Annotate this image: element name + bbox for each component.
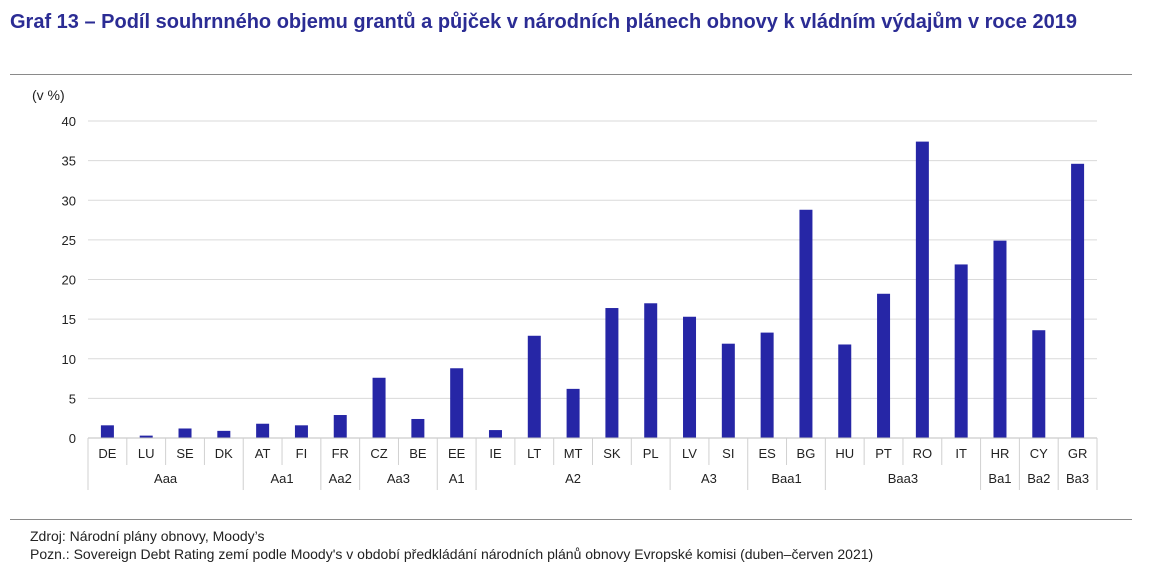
group-label: Aa2 — [329, 471, 352, 486]
x-tick-label: AT — [255, 446, 271, 461]
group-label: Ba3 — [1066, 471, 1089, 486]
y-tick-label: 35 — [62, 154, 76, 169]
y-tick-label: 30 — [62, 193, 76, 208]
group-label: Aa3 — [387, 471, 410, 486]
gridlines — [88, 120, 1097, 399]
y-tick-label: 10 — [62, 352, 76, 367]
bar-dk — [217, 430, 231, 438]
bar-gr — [1071, 163, 1085, 439]
y-tick-label: 40 — [62, 114, 76, 129]
bar-sk — [605, 308, 619, 438]
x-tick-label: SI — [722, 446, 734, 461]
y-tick-label: 5 — [69, 391, 76, 406]
bar-chart: 0 5 10 15 20 25 30 35 40 DE LU SE DK AT FI FR CZ BE EE IE L… — [32, 87, 1098, 490]
axes — [87, 437, 1098, 490]
bar-pl — [644, 303, 658, 438]
top-divider — [10, 74, 1132, 75]
rating-groups: Aaa Aa1 Aa2 Aa3 A1 A2 A3 Baa1 Baa3 Ba1 Ba2 Ba3 — [154, 471, 1089, 486]
x-tick-label: FR — [332, 446, 349, 461]
x-tick-label: LT — [527, 446, 541, 461]
group-label: A2 — [565, 471, 581, 486]
y-tick-label: 20 — [62, 273, 76, 288]
x-tick-label: CY — [1030, 446, 1048, 461]
y-axis-label: (v %) — [32, 87, 65, 103]
x-tick-label: DE — [98, 446, 116, 461]
bar-hr — [993, 240, 1007, 438]
bar-fi — [294, 425, 308, 438]
bar-fr — [333, 415, 347, 438]
x-tick-label: IE — [489, 446, 502, 461]
group-label: Aa1 — [270, 471, 293, 486]
x-tick-label: FI — [296, 446, 308, 461]
bar-cz — [372, 377, 386, 438]
x-tick-label: GR — [1068, 446, 1088, 461]
x-tick-label: LV — [682, 446, 697, 461]
x-tick-label: MT — [564, 446, 583, 461]
bar-hu — [838, 344, 852, 438]
x-tick-label: CZ — [370, 446, 387, 461]
x-tick-label: PL — [643, 446, 659, 461]
y-tick-label: 15 — [62, 312, 76, 327]
bar-lu — [139, 435, 153, 438]
bar-pt — [877, 293, 891, 438]
bar-be — [411, 418, 425, 438]
bar-se — [178, 428, 192, 438]
x-tick-label: RO — [913, 446, 933, 461]
group-label: Baa1 — [771, 471, 801, 486]
x-tick-label: EE — [448, 446, 466, 461]
bar-it — [954, 264, 968, 438]
bar-de — [100, 425, 114, 438]
x-tick-label: SK — [603, 446, 621, 461]
bar-es — [760, 332, 774, 438]
bar-lt — [527, 335, 541, 438]
x-tick-label: DK — [215, 446, 233, 461]
bottom-divider — [10, 519, 1132, 520]
chart-title: Graf 13 – Podíl souhrnného objemu grantů… — [10, 11, 1077, 33]
x-tick-label: BE — [409, 446, 427, 461]
x-tick-label: BG — [797, 446, 816, 461]
x-tick-label: LU — [138, 446, 155, 461]
group-label: Ba2 — [1027, 471, 1050, 486]
group-label: A1 — [449, 471, 465, 486]
x-tick-label: SE — [176, 446, 194, 461]
x-tick-label: HR — [991, 446, 1010, 461]
y-tick-label: 0 — [69, 431, 76, 446]
bar-mt — [566, 388, 580, 438]
bar-at — [256, 423, 270, 438]
bar-ro — [915, 141, 929, 439]
bar-lv — [683, 316, 697, 438]
footer: Zdroj: Národní plány obnovy, Moody’s Poz… — [30, 527, 873, 563]
x-tick-label: ES — [758, 446, 776, 461]
x-tick-label: IT — [955, 446, 967, 461]
bars — [100, 141, 1085, 439]
bar-ee — [450, 368, 464, 438]
y-tick-label: 25 — [62, 233, 76, 248]
y-tick-labels: 0 5 10 15 20 25 30 35 40 — [62, 114, 76, 446]
x-tick-labels: DE LU SE DK AT FI FR CZ BE EE IE LT MT SK PL LV SI ES BG HU… — [98, 446, 1087, 461]
bar-ie — [488, 430, 502, 438]
source-note: Zdroj: Národní plány obnovy, Moody’s — [30, 528, 265, 544]
group-label: Aaa — [154, 471, 178, 486]
bar-bg — [799, 209, 813, 438]
footnote: Pozn.: Sovereign Debt Rating zemí podle … — [30, 546, 874, 562]
group-label: Baa3 — [888, 471, 918, 486]
bar-si — [721, 343, 735, 438]
group-label: A3 — [701, 471, 717, 486]
x-tick-label: HU — [835, 446, 854, 461]
group-label: Ba1 — [988, 471, 1011, 486]
bar-cy — [1032, 330, 1046, 438]
x-tick-label: PT — [875, 446, 892, 461]
